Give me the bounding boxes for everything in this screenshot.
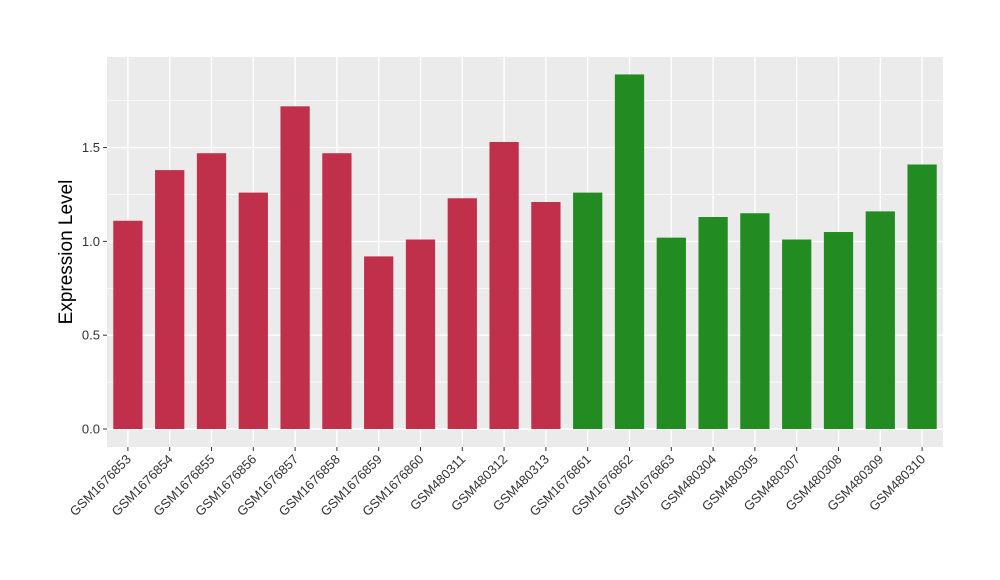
y-tick-label: 0.5 (82, 328, 100, 343)
bar (573, 192, 603, 429)
plot-panel (107, 57, 943, 447)
bar (865, 211, 895, 429)
y-tick-label: 1.5 (82, 140, 100, 155)
bar (322, 153, 352, 429)
y-tick-label: 1.0 (82, 234, 100, 249)
bar (489, 141, 519, 430)
bar (614, 74, 645, 429)
bar (405, 239, 436, 429)
bar (823, 232, 854, 429)
y-axis-title: Expression Level (56, 180, 77, 325)
bar (782, 239, 812, 429)
y-axis: 0.0 0.5 1.0 1.5 (82, 140, 107, 437)
bar (364, 256, 394, 429)
bar (155, 170, 185, 429)
bar (280, 106, 310, 429)
bar (113, 220, 143, 429)
bar (656, 237, 686, 429)
bar (238, 192, 268, 429)
bar (196, 153, 227, 429)
x-axis: GSM1676853GSM1676854GSM1676855GSM1676856… (67, 447, 928, 519)
bar (698, 217, 728, 429)
bar (531, 202, 561, 429)
y-tick-label: 0.0 (82, 422, 100, 437)
bar (740, 213, 770, 429)
bar (907, 164, 937, 429)
bar (447, 198, 477, 429)
bars (113, 74, 937, 430)
